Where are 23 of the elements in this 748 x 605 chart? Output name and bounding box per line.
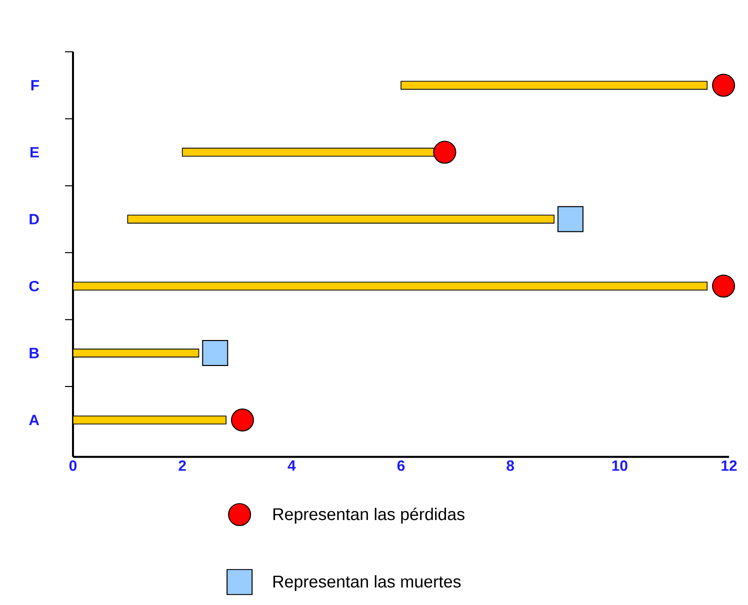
y-tick-label: A xyxy=(29,414,40,426)
x-tick-label: 10 xyxy=(612,460,628,471)
legend-label: Representan las pérdidas xyxy=(273,508,464,524)
y-tick-label: C xyxy=(29,280,40,292)
legend-label: Representan las muertes xyxy=(273,575,461,591)
y-tick-label: D xyxy=(30,214,39,224)
point xyxy=(202,340,228,366)
x-tick-label: 2 xyxy=(178,460,186,471)
bar xyxy=(400,80,708,90)
y-tick-label: B xyxy=(30,348,39,358)
x-tick-label: 4 xyxy=(288,460,296,471)
x-tick-label: 12 xyxy=(722,460,737,471)
x-tick-label: 0 xyxy=(69,460,77,471)
y-tick-label: E xyxy=(30,147,39,158)
point xyxy=(712,274,736,298)
point xyxy=(230,408,254,432)
x-tick-label: 8 xyxy=(506,460,514,471)
y-tick-label: F xyxy=(31,80,39,90)
point xyxy=(712,74,736,97)
point xyxy=(557,206,584,232)
bar xyxy=(127,214,554,224)
x-tick-label: 6 xyxy=(397,460,405,471)
point xyxy=(433,140,456,164)
